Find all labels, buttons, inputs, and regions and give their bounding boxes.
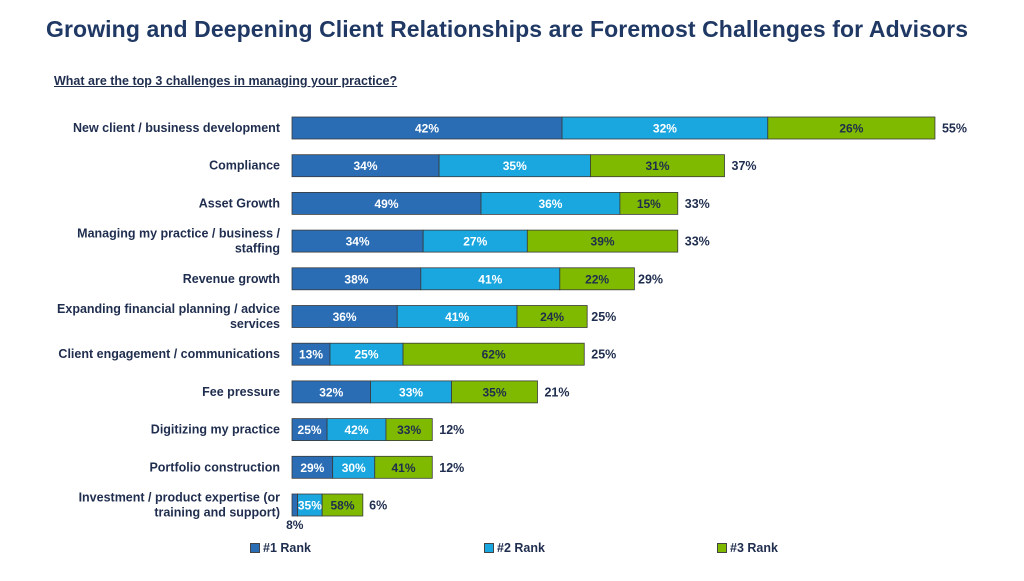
data-label: 38% bbox=[344, 272, 368, 286]
bar-segment bbox=[526, 229, 679, 253]
data-label: 41% bbox=[392, 461, 416, 475]
category-label: Client engagement / communications bbox=[58, 347, 280, 361]
total-label: 25% bbox=[591, 310, 616, 324]
data-label: 32% bbox=[653, 122, 677, 136]
data-label: 25% bbox=[298, 423, 322, 437]
total-label: 25% bbox=[591, 348, 616, 362]
legend-item: #2 Rank bbox=[484, 541, 545, 555]
data-label: 34% bbox=[346, 235, 370, 249]
data-label: 29% bbox=[300, 461, 324, 475]
bar-segment bbox=[321, 493, 364, 517]
data-label: 35% bbox=[483, 385, 507, 399]
data-label: 33% bbox=[399, 385, 423, 399]
bar-segment bbox=[402, 342, 585, 366]
category-label: Managing my practice / business / bbox=[77, 227, 280, 241]
chart-subtitle: What are the top 3 challenges in managin… bbox=[54, 74, 398, 88]
bar-segment bbox=[291, 493, 299, 517]
legend-item: #1 Rank bbox=[250, 541, 311, 555]
bar-segment bbox=[590, 154, 725, 178]
data-label: 39% bbox=[591, 235, 615, 249]
category-label: Fee pressure bbox=[202, 385, 280, 399]
category-label: Portfolio construction bbox=[149, 460, 280, 474]
data-label: 36% bbox=[333, 310, 357, 324]
category-label: New client / business development bbox=[73, 121, 281, 135]
data-label: 24% bbox=[540, 310, 564, 324]
data-label: 42% bbox=[345, 423, 369, 437]
legend-swatch bbox=[717, 543, 727, 553]
total-label: 33% bbox=[685, 197, 710, 211]
data-label: 30% bbox=[342, 461, 366, 475]
data-label: 62% bbox=[482, 348, 506, 362]
data-label: 41% bbox=[478, 272, 502, 286]
data-label: 34% bbox=[354, 159, 378, 173]
total-label: 12% bbox=[439, 461, 464, 475]
data-label: 22% bbox=[585, 272, 609, 286]
legend-label: #3 Rank bbox=[730, 541, 778, 555]
total-label: 33% bbox=[685, 235, 710, 249]
data-label: 32% bbox=[319, 385, 343, 399]
total-label: 29% bbox=[638, 272, 663, 286]
category-label: staffing bbox=[235, 242, 280, 256]
bar-segment bbox=[451, 380, 538, 404]
data-label: 58% bbox=[330, 499, 354, 513]
data-label: 27% bbox=[463, 235, 487, 249]
data-label: 8% bbox=[286, 518, 304, 532]
bar-segment bbox=[385, 418, 433, 442]
legend-swatch bbox=[484, 543, 494, 553]
total-label: 6% bbox=[369, 499, 387, 513]
total-label: 21% bbox=[544, 385, 569, 399]
data-label: 35% bbox=[503, 159, 527, 173]
total-label: 12% bbox=[439, 423, 464, 437]
total-label: 37% bbox=[732, 159, 757, 173]
data-label: 25% bbox=[355, 348, 379, 362]
category-label: Asset Growth bbox=[199, 196, 280, 210]
data-label: 26% bbox=[839, 122, 863, 136]
category-label: services bbox=[230, 317, 280, 331]
data-label: 33% bbox=[397, 423, 421, 437]
data-label: 35% bbox=[298, 499, 322, 513]
data-label: 31% bbox=[645, 159, 669, 173]
bar-segment bbox=[516, 305, 588, 328]
category-label: Digitizing my practice bbox=[151, 423, 280, 437]
legend-label: #2 Rank bbox=[497, 541, 545, 555]
data-label: 13% bbox=[299, 348, 323, 362]
legend-label: #1 Rank bbox=[263, 541, 311, 555]
total-label: 55% bbox=[942, 122, 967, 136]
data-label: 15% bbox=[637, 197, 661, 211]
bar-segment bbox=[559, 267, 635, 291]
category-label: Investment / product expertise (or bbox=[79, 491, 281, 505]
data-label: 42% bbox=[415, 122, 439, 136]
legend-swatch bbox=[250, 543, 260, 553]
category-label: Expanding financial planning / advice bbox=[57, 302, 280, 316]
category-label: Revenue growth bbox=[183, 272, 280, 286]
bar-segment bbox=[767, 116, 936, 140]
category-label: training and support) bbox=[154, 506, 280, 520]
legend-item: #3 Rank bbox=[717, 541, 778, 555]
data-label: 41% bbox=[445, 310, 469, 324]
data-label: 49% bbox=[374, 197, 398, 211]
data-label: 36% bbox=[538, 197, 562, 211]
category-label: Compliance bbox=[209, 159, 280, 173]
chart-title: Growing and Deepening Client Relationshi… bbox=[46, 16, 969, 42]
bar-segment bbox=[374, 455, 433, 479]
bar-segment bbox=[619, 191, 679, 215]
